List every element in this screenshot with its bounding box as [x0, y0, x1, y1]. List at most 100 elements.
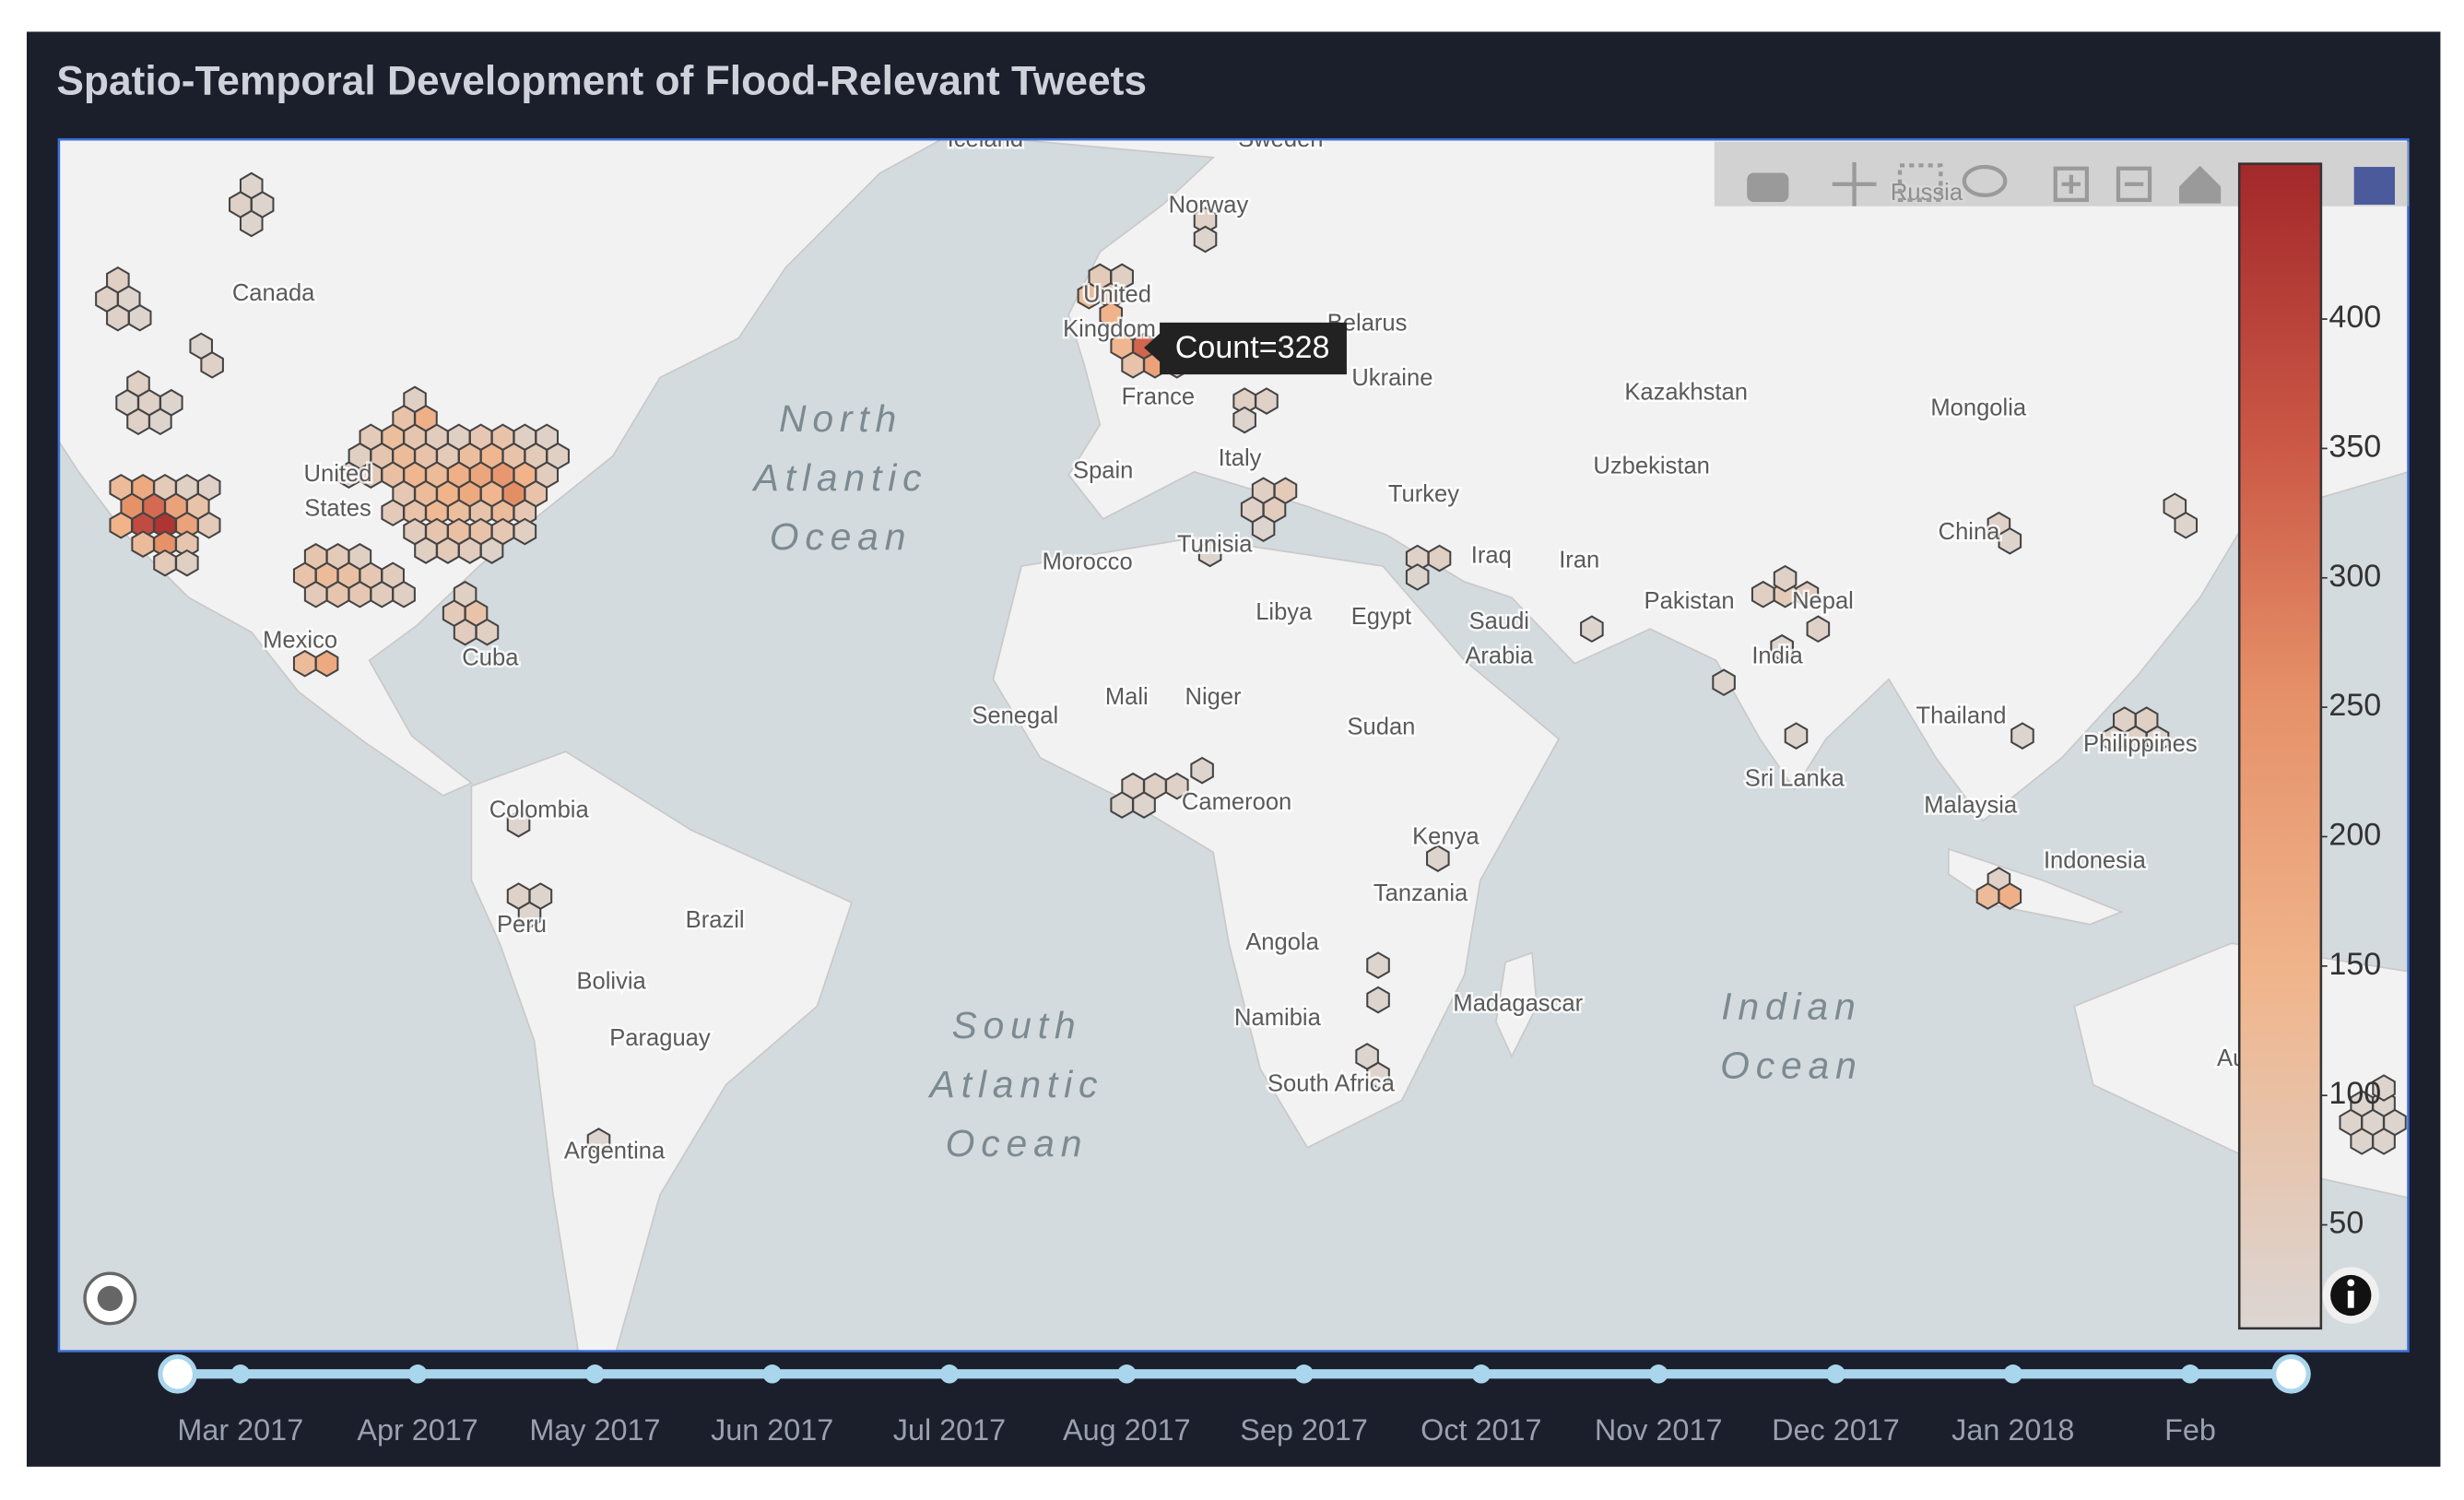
hexbin[interactable] [148, 407, 172, 436]
hexbin[interactable] [586, 1128, 611, 1155]
hexbin[interactable] [1712, 668, 1736, 697]
lasso-icon[interactable] [1962, 164, 2008, 197]
slider-step[interactable] [230, 1364, 251, 1384]
hexbin[interactable] [1795, 580, 1820, 608]
hexbin[interactable] [513, 517, 537, 546]
map[interactable]: IcelandSwedenNorwayCanadaUnitedKingdomBe… [58, 126, 2409, 1352]
slider-handle-end[interactable] [2271, 1353, 2311, 1394]
hexbin[interactable] [1426, 844, 1450, 872]
zoom-in-icon[interactable] [2053, 166, 2089, 202]
hexbin[interactable] [1121, 351, 1145, 379]
hexbin[interactable] [453, 618, 477, 646]
slider-step[interactable] [939, 1364, 960, 1384]
slider-label[interactable]: Feb [2164, 1413, 2216, 1447]
hexbin[interactable] [1580, 615, 1604, 644]
slider-step[interactable] [1294, 1364, 1314, 1384]
box-select-icon[interactable] [1897, 163, 1943, 202]
hexbin[interactable] [2174, 511, 2199, 539]
hexbin[interactable] [1232, 406, 1256, 434]
slider-step[interactable] [585, 1364, 605, 1384]
hexbin[interactable] [1366, 986, 1390, 1014]
slider-label[interactable]: May 2017 [529, 1413, 660, 1447]
slider-step[interactable] [1471, 1364, 1491, 1384]
hexbin[interactable] [2350, 1128, 2374, 1155]
hexbin[interactable] [292, 649, 317, 678]
hexbin[interactable] [1366, 951, 1390, 979]
slider-step[interactable] [1826, 1364, 1845, 1384]
hexbin[interactable] [2372, 1074, 2396, 1102]
hexbin[interactable] [348, 580, 372, 608]
hexbin[interactable] [1251, 514, 1276, 542]
hexbin[interactable] [109, 511, 134, 539]
hexbin[interactable] [1998, 882, 2022, 910]
hexbin[interactable] [475, 618, 500, 646]
hexbin[interactable] [479, 537, 504, 564]
logo-icon[interactable] [2353, 167, 2395, 205]
hexbin[interactable] [436, 537, 460, 564]
hexbin[interactable] [370, 580, 395, 608]
hexbin[interactable] [196, 511, 221, 539]
hexbin[interactable] [1165, 772, 1189, 800]
slider-label[interactable]: Nov 2017 [1595, 1413, 1723, 1447]
hexbin[interactable] [1405, 563, 1430, 591]
hexbin[interactable] [1773, 564, 1798, 593]
slider-step[interactable] [2180, 1364, 2200, 1384]
slider-handle-start[interactable] [158, 1353, 197, 1394]
hexbin[interactable] [1751, 580, 1775, 608]
hexbin[interactable] [303, 580, 328, 608]
hexbin[interactable] [517, 901, 542, 929]
slider-label[interactable]: Jan 2018 [1951, 1413, 2074, 1447]
hexbin[interactable] [1099, 301, 1124, 329]
hexbin[interactable] [1806, 615, 1831, 644]
hexbin[interactable] [1998, 526, 2022, 555]
camera-icon[interactable] [1747, 172, 1789, 202]
hexbin[interactable] [392, 580, 416, 608]
slider-label[interactable]: Mar 2017 [177, 1413, 303, 1447]
hexbin[interactable] [1427, 544, 1452, 573]
hexbin[interactable] [325, 580, 350, 608]
slider-label[interactable]: Jul 2017 [893, 1413, 1006, 1447]
slider-step[interactable] [2003, 1364, 2022, 1384]
hexbin[interactable] [457, 537, 482, 564]
hexbin[interactable] [1366, 1061, 1390, 1090]
slider-step[interactable] [407, 1364, 428, 1384]
slider-label[interactable]: Dec 2017 [1772, 1413, 1900, 1447]
hexbin[interactable] [1132, 791, 1156, 819]
map-label: Cameroon [1182, 789, 1291, 815]
hexbin[interactable] [506, 809, 531, 838]
hexbin[interactable] [1770, 633, 1794, 662]
hexbin[interactable] [175, 549, 199, 577]
hexbin[interactable] [2010, 722, 2034, 750]
slider-step[interactable] [1648, 1364, 1668, 1384]
slider-label[interactable]: Sep 2017 [1240, 1413, 1368, 1447]
time-slider[interactable]: Mar 2017 Apr 2017 May 2017 Jun 2017 Jul 2017… [158, 1353, 2311, 1447]
hexbin[interactable] [2372, 1128, 2396, 1155]
hexbin[interactable] [314, 649, 339, 678]
hexbin[interactable] [1255, 387, 1279, 415]
zoom-out-icon[interactable] [2116, 166, 2152, 202]
hexbin[interactable] [126, 407, 150, 436]
hexbin[interactable] [153, 549, 177, 577]
home-icon[interactable] [2179, 165, 2222, 204]
hexbin[interactable] [127, 303, 152, 332]
slider-label[interactable]: Apr 2017 [357, 1413, 477, 1447]
hexbin[interactable] [1784, 722, 1809, 750]
hexbin[interactable] [1193, 225, 1218, 254]
pan-icon[interactable] [1832, 161, 1877, 207]
hexbin[interactable] [239, 209, 264, 238]
slider-step[interactable] [762, 1364, 782, 1384]
slider-label[interactable]: Jun 2017 [711, 1413, 833, 1447]
hexbin[interactable] [131, 530, 155, 559]
slider-label[interactable]: Oct 2017 [1421, 1413, 1541, 1447]
hexbin[interactable] [381, 499, 405, 526]
hexbin[interactable] [1190, 756, 1214, 785]
hexbin[interactable] [2145, 725, 2170, 753]
slider-step[interactable] [1117, 1364, 1137, 1384]
hexbin[interactable] [1110, 791, 1134, 819]
hexbin[interactable] [200, 351, 224, 379]
hexbin[interactable] [1197, 539, 1222, 568]
hexbin[interactable] [106, 303, 130, 332]
slider-label[interactable]: Aug 2017 [1063, 1413, 1191, 1447]
hexbin[interactable] [1975, 882, 2000, 910]
hexbin[interactable] [414, 537, 438, 564]
